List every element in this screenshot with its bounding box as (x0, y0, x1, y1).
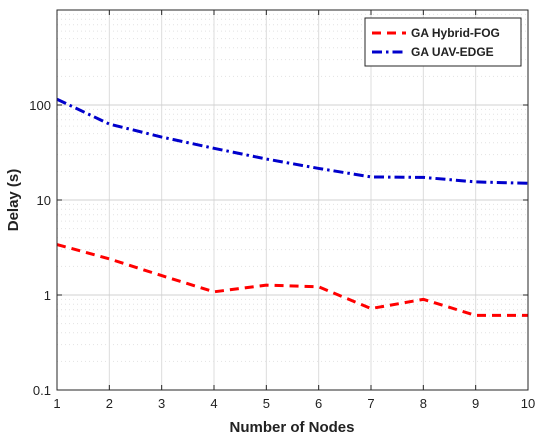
series-line-ga-hybrid-fog (56, 243, 528, 317)
legend-box (364, 17, 522, 67)
legend: GA Hybrid-FOG GA UAV-EDGE (364, 17, 522, 67)
x-tick-label-10: 10 (521, 396, 535, 411)
x-tick-label-9: 9 (472, 396, 479, 411)
y-tick-label-3: 10 (37, 193, 51, 208)
x-tick-label-3: 3 (158, 396, 165, 411)
x-tick-label-7: 7 (367, 396, 374, 411)
legend-label-ga-hybrid-fog: GA Hybrid-FOG (411, 26, 500, 40)
y-tick-label-1: 0.1 (33, 383, 51, 398)
x-tick-label-1: 1 (53, 396, 60, 411)
legend-label-ga-uav-edge: GA UAV-EDGE (411, 45, 494, 59)
x-tick-label-2: 2 (106, 396, 113, 411)
x-tick-label-8: 8 (420, 396, 427, 411)
y-tick-label-2: 1 (44, 288, 51, 303)
series-lines (56, 97, 529, 317)
x-tick-label-6: 6 (315, 396, 322, 411)
y-axis-label: Delay (s) (5, 169, 22, 232)
y-tick-label-4: 100 (29, 98, 51, 113)
series-line-ga-uav-edge (56, 97, 529, 185)
x-tick-label-4: 4 (210, 396, 217, 411)
x-tick-label-5: 5 (263, 396, 270, 411)
x-axis-label: Number of Nodes (229, 419, 354, 436)
